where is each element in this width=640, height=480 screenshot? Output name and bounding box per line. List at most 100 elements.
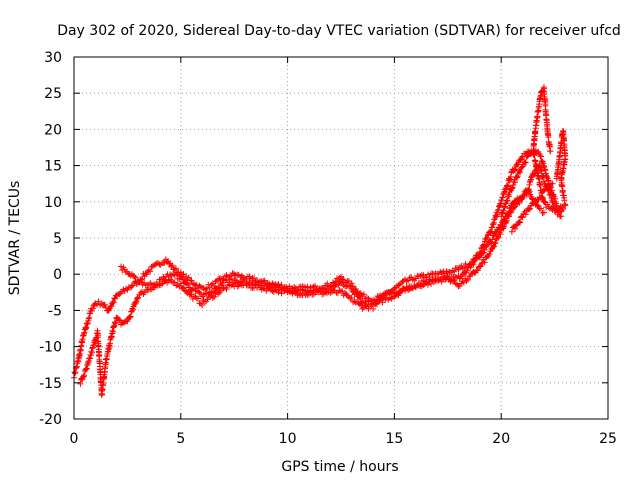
data-point xyxy=(502,218,509,225)
data-point xyxy=(501,223,508,230)
data-point xyxy=(497,202,504,209)
data-point xyxy=(177,273,184,280)
data-point xyxy=(508,185,515,192)
data-point xyxy=(522,159,529,166)
data-point xyxy=(128,308,135,315)
data-point xyxy=(452,280,459,287)
x-tick-label: 25 xyxy=(599,431,617,447)
x-tick-label: 5 xyxy=(176,431,185,447)
data-point xyxy=(544,201,551,208)
data-point xyxy=(506,213,513,220)
data-point xyxy=(296,290,303,297)
data-point xyxy=(128,283,135,290)
data-point xyxy=(360,291,367,298)
data-point xyxy=(371,299,378,306)
data-point xyxy=(123,285,130,292)
data-point xyxy=(126,314,133,321)
series-satellite-track-5 xyxy=(508,180,556,235)
data-point xyxy=(502,200,509,207)
chart-title: Day 302 of 2020, Sidereal Day-to-day VTE… xyxy=(57,23,621,39)
data-point xyxy=(495,206,502,213)
data-point xyxy=(124,318,131,325)
data-point xyxy=(362,298,369,305)
data-point xyxy=(145,267,152,274)
x-tick-label: 20 xyxy=(492,431,510,447)
y-tick-label: 5 xyxy=(53,231,62,247)
data-point xyxy=(538,205,545,212)
data-point xyxy=(394,282,401,289)
data-point xyxy=(132,274,139,281)
data-point xyxy=(177,280,184,287)
data-point xyxy=(115,316,122,323)
data-point xyxy=(486,228,493,235)
data-point xyxy=(500,207,507,214)
data-point xyxy=(488,228,495,235)
y-tick-label: -10 xyxy=(39,340,62,356)
y-tick-label: 20 xyxy=(44,122,62,138)
data-point xyxy=(185,274,192,281)
data-point xyxy=(189,286,196,293)
data-point xyxy=(489,224,496,231)
data-point xyxy=(116,291,123,298)
data-point xyxy=(472,256,479,263)
y-tick-label: -15 xyxy=(39,376,62,392)
data-point xyxy=(110,299,117,306)
data-point xyxy=(249,277,256,284)
data-point xyxy=(200,297,207,304)
data-point xyxy=(89,305,96,312)
data-point xyxy=(195,288,202,295)
data-point xyxy=(537,153,544,160)
data-point xyxy=(95,298,102,305)
data-point xyxy=(229,279,236,286)
data-point xyxy=(264,280,271,287)
data-point xyxy=(481,259,488,266)
y-tick-label: -5 xyxy=(48,303,62,319)
data-point xyxy=(499,224,506,231)
data-point xyxy=(188,277,195,284)
tick-labels: 0 5 10 15 20 25 -20 -15 -10 -5 0 5 10 15 20 25 30 xyxy=(39,50,617,447)
data-point xyxy=(516,218,523,225)
data-point xyxy=(131,273,138,280)
data-point xyxy=(512,166,519,173)
data-point xyxy=(526,188,533,195)
data-point xyxy=(547,148,554,155)
data-point xyxy=(351,298,358,305)
data-point xyxy=(536,175,543,182)
data-point xyxy=(558,213,565,220)
data-point xyxy=(379,299,386,306)
data-point xyxy=(366,301,373,308)
data-point xyxy=(490,219,497,226)
data-point xyxy=(154,280,161,287)
data-point xyxy=(518,196,525,203)
data-point xyxy=(560,206,567,213)
data-point xyxy=(428,280,435,287)
data-point xyxy=(516,219,523,226)
data-point xyxy=(83,365,90,372)
data-point xyxy=(504,197,511,204)
data-point xyxy=(479,250,486,257)
data-point xyxy=(329,282,336,289)
data-point xyxy=(492,239,499,246)
data-point xyxy=(512,179,519,186)
data-point xyxy=(169,262,176,269)
data-point xyxy=(133,296,140,303)
data-point xyxy=(511,166,518,173)
data-point xyxy=(514,174,521,181)
data-point xyxy=(184,280,191,287)
data-point xyxy=(562,202,569,209)
series-satellite-track-6 xyxy=(530,84,554,156)
data-point xyxy=(459,265,466,272)
data-point xyxy=(210,289,217,296)
data-point xyxy=(451,277,458,284)
data-point xyxy=(477,263,484,270)
data-point xyxy=(340,281,347,288)
data-point xyxy=(257,279,264,286)
data-point xyxy=(512,225,519,232)
data-point xyxy=(129,306,136,313)
data-point xyxy=(540,209,547,216)
data-point xyxy=(219,280,226,287)
data-point xyxy=(93,301,100,308)
data-point xyxy=(171,266,178,273)
data-point xyxy=(199,302,206,309)
